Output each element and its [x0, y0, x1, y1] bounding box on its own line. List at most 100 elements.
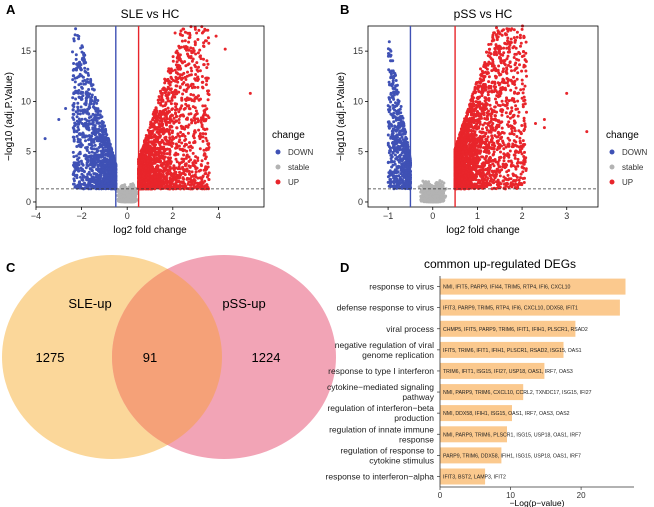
data-point — [82, 53, 86, 57]
data-point — [84, 100, 88, 104]
data-point — [72, 37, 76, 41]
data-point — [106, 159, 110, 163]
data-point — [196, 120, 200, 124]
data-point — [87, 94, 91, 98]
data-point — [78, 151, 82, 155]
data-point — [99, 137, 103, 141]
data-point — [96, 174, 100, 178]
data-point — [104, 169, 108, 173]
data-point — [90, 118, 94, 122]
data-point — [94, 106, 98, 110]
data-point — [77, 89, 81, 92]
data-point — [172, 79, 175, 82]
data-point — [196, 38, 200, 41]
data-point — [80, 97, 84, 101]
data-point — [203, 152, 207, 156]
data-point — [104, 174, 108, 178]
data-point — [103, 124, 107, 128]
data-point — [110, 156, 114, 160]
data-point — [98, 121, 102, 125]
data-point — [206, 36, 210, 40]
data-point — [79, 175, 82, 179]
data-point — [75, 134, 79, 138]
data-point — [165, 152, 169, 156]
data-point — [194, 109, 198, 113]
data-point — [172, 116, 176, 120]
data-point — [84, 157, 88, 161]
data-point — [84, 166, 88, 170]
data-point — [159, 155, 163, 159]
data-point — [109, 152, 113, 156]
data-point — [96, 137, 99, 141]
data-point — [205, 59, 209, 63]
data-point — [87, 119, 91, 123]
data-point — [87, 88, 91, 91]
data-point — [72, 118, 76, 121]
data-point — [77, 143, 81, 147]
data-point — [181, 176, 185, 180]
data-point — [164, 101, 168, 105]
data-point — [191, 47, 195, 50]
data-point — [92, 165, 96, 169]
data-point — [173, 95, 177, 99]
data-point — [79, 82, 83, 86]
data-point — [193, 63, 197, 67]
data-point — [71, 135, 75, 139]
data-point — [72, 182, 76, 186]
data-point — [201, 139, 205, 143]
data-point — [205, 66, 209, 70]
data-point — [93, 124, 97, 128]
data-point — [79, 68, 83, 72]
data-point — [188, 141, 191, 145]
data-point — [162, 117, 166, 120]
data-point — [82, 170, 86, 174]
data-point — [80, 143, 84, 147]
data-point — [73, 80, 77, 84]
data-point — [132, 193, 136, 197]
data-point — [186, 131, 190, 135]
data-point — [71, 108, 75, 112]
data-point — [83, 108, 87, 112]
data-point — [81, 56, 85, 60]
data-point — [91, 127, 95, 131]
data-point — [78, 138, 82, 142]
data-point — [74, 57, 78, 61]
data-point — [83, 117, 87, 121]
data-point — [163, 104, 167, 108]
data-point — [87, 151, 91, 155]
data-point — [71, 50, 74, 54]
data-point — [199, 57, 203, 61]
data-point — [189, 46, 193, 50]
data-point — [83, 69, 87, 73]
data-point — [71, 126, 75, 130]
data-point — [83, 66, 87, 70]
data-point — [188, 107, 192, 111]
data-point — [206, 98, 210, 102]
data-point — [175, 143, 179, 147]
data-point — [168, 136, 172, 140]
data-point — [205, 79, 209, 83]
data-point — [184, 102, 188, 106]
data-point — [89, 77, 93, 81]
data-point — [97, 153, 101, 157]
data-point — [99, 115, 103, 119]
data-point — [99, 149, 103, 153]
data-point — [91, 112, 95, 116]
data-point — [98, 185, 102, 189]
data-point — [76, 167, 80, 171]
data-point — [166, 69, 170, 73]
data-point — [187, 40, 191, 44]
data-point — [81, 174, 85, 178]
data-point — [193, 129, 197, 133]
data-point — [182, 81, 186, 84]
data-point — [175, 79, 179, 83]
data-point — [80, 161, 84, 165]
data-point — [88, 122, 92, 126]
data-point — [165, 117, 169, 121]
data-point — [195, 31, 199, 35]
data-point — [73, 33, 77, 37]
data-point — [86, 67, 90, 71]
data-point — [72, 139, 76, 143]
data-point — [93, 158, 97, 161]
data-point — [184, 164, 187, 168]
